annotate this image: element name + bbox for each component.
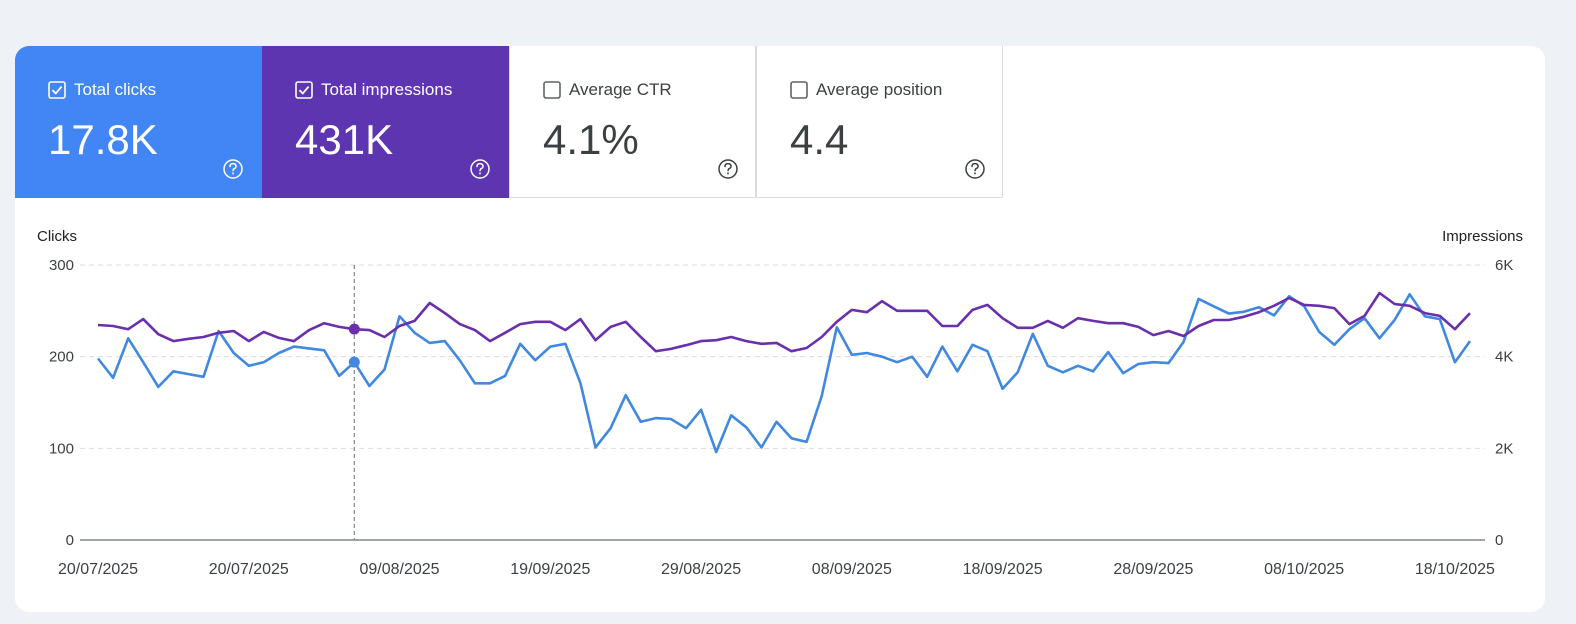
- x-tick-label: 28/09/2025: [1113, 561, 1193, 578]
- metric-tile[interactable]: Average CTR 4.1%: [509, 46, 756, 198]
- y-tick-label: 100: [49, 440, 74, 457]
- help-circle: [965, 159, 985, 179]
- checkbox-box: [295, 81, 313, 99]
- y2-axis-title: Impressions: [1442, 228, 1523, 245]
- x-tick-label: 18/10/2025: [1415, 561, 1495, 578]
- x-tick-label: 08/09/2025: [812, 561, 892, 578]
- metric-label: Average position: [816, 80, 943, 99]
- y-tick-label: 300: [49, 257, 74, 274]
- checkbox-box: [543, 81, 561, 99]
- checkbox: [295, 81, 313, 99]
- metric-value: 4.4: [790, 116, 849, 163]
- checkbox: [790, 81, 808, 99]
- help-circle: [718, 159, 738, 179]
- x-tick-label: 09/08/2025: [359, 561, 439, 578]
- checkmark: [51, 86, 63, 95]
- checkbox: [543, 81, 561, 99]
- help-circle: [470, 159, 490, 179]
- y-tick-label: 200: [49, 349, 74, 366]
- x-tick-label: 19/09/2025: [510, 561, 590, 578]
- performance-card: Clicks Impressions 0 100 200 300 0 2K 4K 6K 20/0…: [15, 46, 1545, 612]
- chart: Clicks Impressions 0 100 200 300 0 2K 4K 6K 20/0…: [37, 228, 1523, 578]
- y2-tick-label: 4K: [1495, 349, 1513, 366]
- metric-value: 4.1%: [543, 116, 639, 163]
- help-icon[interactable]: [964, 158, 986, 180]
- x-tick-label: 29/08/2025: [661, 561, 741, 578]
- help-icon[interactable]: [222, 158, 244, 180]
- help-icon[interactable]: [717, 158, 739, 180]
- y2-tick-label: 2K: [1495, 440, 1513, 457]
- metric-value: 431K: [295, 116, 394, 163]
- y-axis-title: Clicks: [37, 228, 77, 245]
- x-tick-label: 18/09/2025: [963, 561, 1043, 578]
- x-tick-label: 20/07/2025: [209, 561, 289, 578]
- series-line: [96, 293, 1472, 454]
- metric-label: Total clicks: [74, 80, 157, 99]
- hover-point: [348, 323, 360, 335]
- metric-label: Average CTR: [569, 80, 672, 99]
- hover-point: [348, 356, 360, 368]
- x-tick-label: 20/07/2025: [58, 561, 138, 578]
- checkmark: [298, 86, 310, 95]
- y2-tick-label: 0: [1495, 532, 1503, 549]
- metric-value: 17.8K: [48, 116, 158, 163]
- metric-tile[interactable]: Average position 4.4: [756, 46, 1003, 198]
- help-glyph: [229, 162, 237, 175]
- series-line: [97, 291, 1471, 353]
- help-glyph: [476, 162, 484, 175]
- checkbox-box: [790, 81, 808, 99]
- help-glyph: [724, 162, 732, 175]
- help-glyph: [971, 162, 979, 175]
- x-tick-label: 08/10/2025: [1264, 561, 1344, 578]
- checkbox-box: [48, 81, 66, 99]
- help-circle: [223, 159, 243, 179]
- metric-label: Total impressions: [321, 80, 453, 99]
- help-icon[interactable]: [469, 158, 491, 180]
- y-tick-label: 0: [66, 532, 74, 549]
- y2-tick-label: 6K: [1495, 257, 1513, 274]
- metric-tile[interactable]: Total clicks 17.8K: [15, 46, 262, 198]
- metric-tile[interactable]: Total impressions 431K: [262, 46, 509, 198]
- checkbox: [48, 81, 66, 99]
